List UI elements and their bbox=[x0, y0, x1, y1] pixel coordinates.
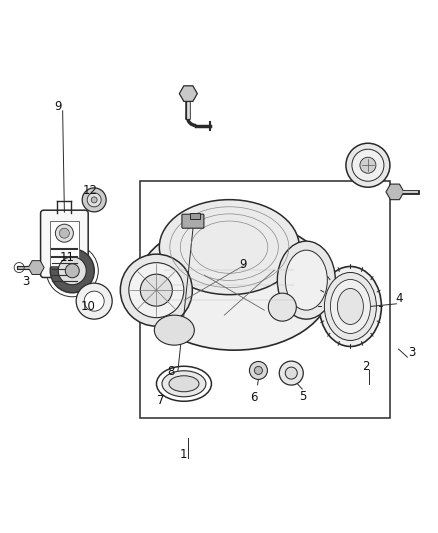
Ellipse shape bbox=[50, 249, 94, 293]
Ellipse shape bbox=[279, 361, 303, 385]
Text: 12: 12 bbox=[82, 184, 97, 197]
Text: 2: 2 bbox=[362, 360, 370, 373]
Ellipse shape bbox=[254, 366, 262, 375]
Ellipse shape bbox=[346, 143, 390, 187]
Bar bbox=[190, 213, 200, 219]
Text: 6: 6 bbox=[250, 391, 258, 404]
Bar bbox=[49, 221, 79, 266]
Ellipse shape bbox=[84, 291, 104, 311]
Text: 3: 3 bbox=[408, 346, 415, 359]
Ellipse shape bbox=[249, 361, 268, 379]
Ellipse shape bbox=[140, 274, 172, 306]
Text: 11: 11 bbox=[60, 251, 74, 264]
FancyBboxPatch shape bbox=[41, 210, 88, 278]
Text: 5: 5 bbox=[300, 390, 307, 403]
Ellipse shape bbox=[76, 283, 112, 319]
Ellipse shape bbox=[337, 288, 364, 325]
Ellipse shape bbox=[330, 279, 371, 334]
Text: 4: 4 bbox=[396, 292, 403, 305]
Ellipse shape bbox=[285, 250, 327, 310]
Ellipse shape bbox=[129, 263, 184, 318]
Ellipse shape bbox=[325, 272, 376, 341]
FancyBboxPatch shape bbox=[182, 214, 204, 228]
Ellipse shape bbox=[137, 220, 332, 350]
Ellipse shape bbox=[268, 293, 297, 321]
Text: 8: 8 bbox=[167, 365, 174, 378]
Ellipse shape bbox=[159, 200, 299, 295]
Text: 7: 7 bbox=[157, 394, 165, 407]
Ellipse shape bbox=[120, 254, 192, 326]
Ellipse shape bbox=[162, 371, 206, 397]
Ellipse shape bbox=[352, 149, 384, 181]
Text: 10: 10 bbox=[81, 300, 96, 313]
Ellipse shape bbox=[87, 193, 101, 207]
Ellipse shape bbox=[169, 376, 199, 392]
Text: 9: 9 bbox=[239, 259, 247, 271]
Ellipse shape bbox=[319, 266, 381, 346]
Ellipse shape bbox=[91, 197, 97, 203]
Text: 9: 9 bbox=[54, 100, 62, 113]
Text: 1: 1 bbox=[179, 448, 187, 461]
Ellipse shape bbox=[65, 264, 79, 278]
Ellipse shape bbox=[277, 241, 336, 319]
Text: 3: 3 bbox=[23, 275, 30, 288]
Ellipse shape bbox=[285, 367, 297, 379]
Ellipse shape bbox=[154, 315, 194, 345]
Ellipse shape bbox=[360, 157, 376, 173]
Circle shape bbox=[55, 224, 74, 242]
Circle shape bbox=[60, 228, 69, 238]
Bar bbox=[140, 181, 390, 418]
Ellipse shape bbox=[58, 257, 86, 285]
Ellipse shape bbox=[82, 188, 106, 212]
